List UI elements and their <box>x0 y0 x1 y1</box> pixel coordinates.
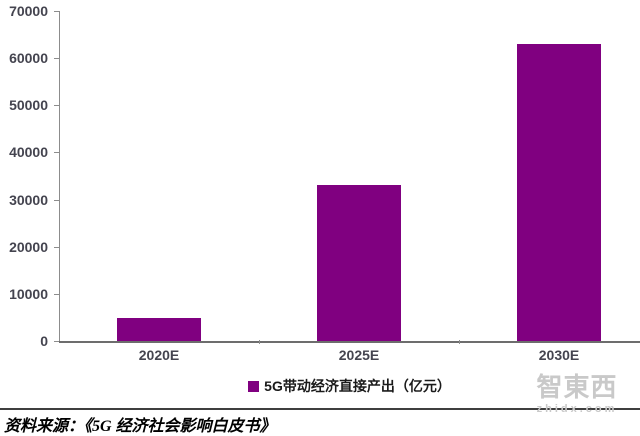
bar-2020E <box>117 318 201 341</box>
y-tick-mark <box>54 152 59 154</box>
source-citation: 资料来源：《5G 经济社会影响白皮书》 <box>4 418 276 435</box>
y-tick-mark <box>54 58 59 60</box>
zhidx-logo: 智東西 <box>536 372 618 402</box>
y-tick-label: 40000 <box>9 144 48 161</box>
x-tick-label-2020E: 2020E <box>138 347 180 363</box>
y-tick-mark <box>54 105 59 107</box>
y-tick-label: 10000 <box>9 285 48 302</box>
watermark: 智東西 zhidx.com <box>522 372 632 415</box>
x-boundary-tick <box>259 340 260 344</box>
y-tick-label: 60000 <box>9 50 48 67</box>
y-tick-label: 0 <box>40 333 48 349</box>
x-axis-line <box>59 341 640 343</box>
y-tick-mark <box>54 293 59 295</box>
y-tick-label: 70000 <box>9 3 48 19</box>
y-tick-mark <box>54 199 59 201</box>
y-tick-label: 20000 <box>9 238 48 255</box>
y-axis-line <box>59 11 60 342</box>
y-tick-label: 50000 <box>9 97 48 114</box>
legend: 5G带动经济直接产出（亿元） <box>59 376 640 396</box>
x-tick-label-2025E: 2025E <box>338 347 380 363</box>
y-tick-label: 30000 <box>9 191 48 208</box>
bar-2025E <box>317 185 401 341</box>
plot-area: 0 10000 20000 30000 40000 50000 60000 70000 2020… <box>9 3 640 363</box>
zhidx-domain: zhidx.com <box>536 403 618 415</box>
footer-separator-line <box>0 408 640 410</box>
y-tick-mark <box>54 246 59 248</box>
legend-marker-square <box>248 380 260 392</box>
y-tick-mark <box>54 341 59 342</box>
bar-2030E <box>517 44 601 341</box>
y-tick-mark <box>54 11 59 12</box>
x-tick-label-2030E: 2030E <box>538 347 580 363</box>
legend-series-label: 5G带动经济直接产出（亿元） <box>264 378 451 394</box>
x-boundary-tick <box>459 340 460 344</box>
